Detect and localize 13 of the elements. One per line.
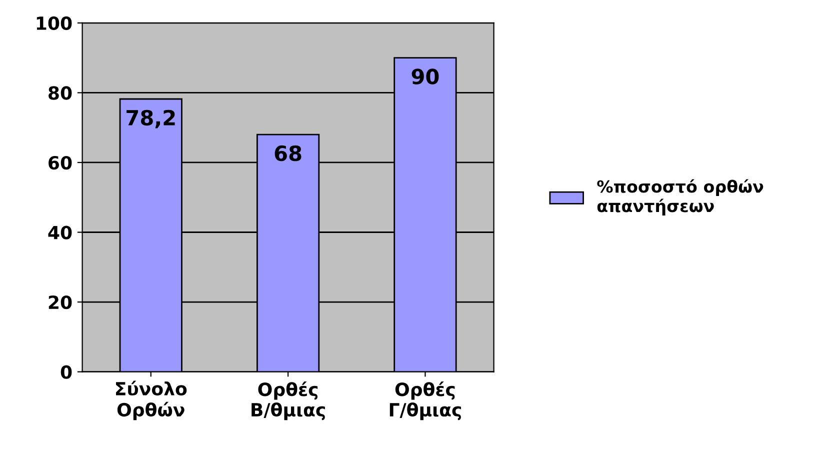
x-tick-label: Ορθές Γ/θμιας <box>390 382 461 420</box>
y-tick-label: 60 <box>48 156 72 170</box>
data-label: 90 <box>412 68 439 84</box>
legend-label: %ποσοστό ορθών απαντήσεων <box>597 179 764 216</box>
x-tick-label: Σύνολο Ορθών <box>116 380 187 420</box>
data-label: 78,2 <box>126 110 175 128</box>
data-label: 68 <box>274 145 302 162</box>
x-tick-label: Ορθές Β/θμιας <box>252 382 325 420</box>
y-tick-label: 40 <box>48 226 72 240</box>
y-tick-label: 100 <box>36 16 72 30</box>
y-tick-label: 0 <box>60 365 72 379</box>
y-tick-label: 80 <box>48 86 72 100</box>
y-tick-label: 20 <box>48 295 72 310</box>
